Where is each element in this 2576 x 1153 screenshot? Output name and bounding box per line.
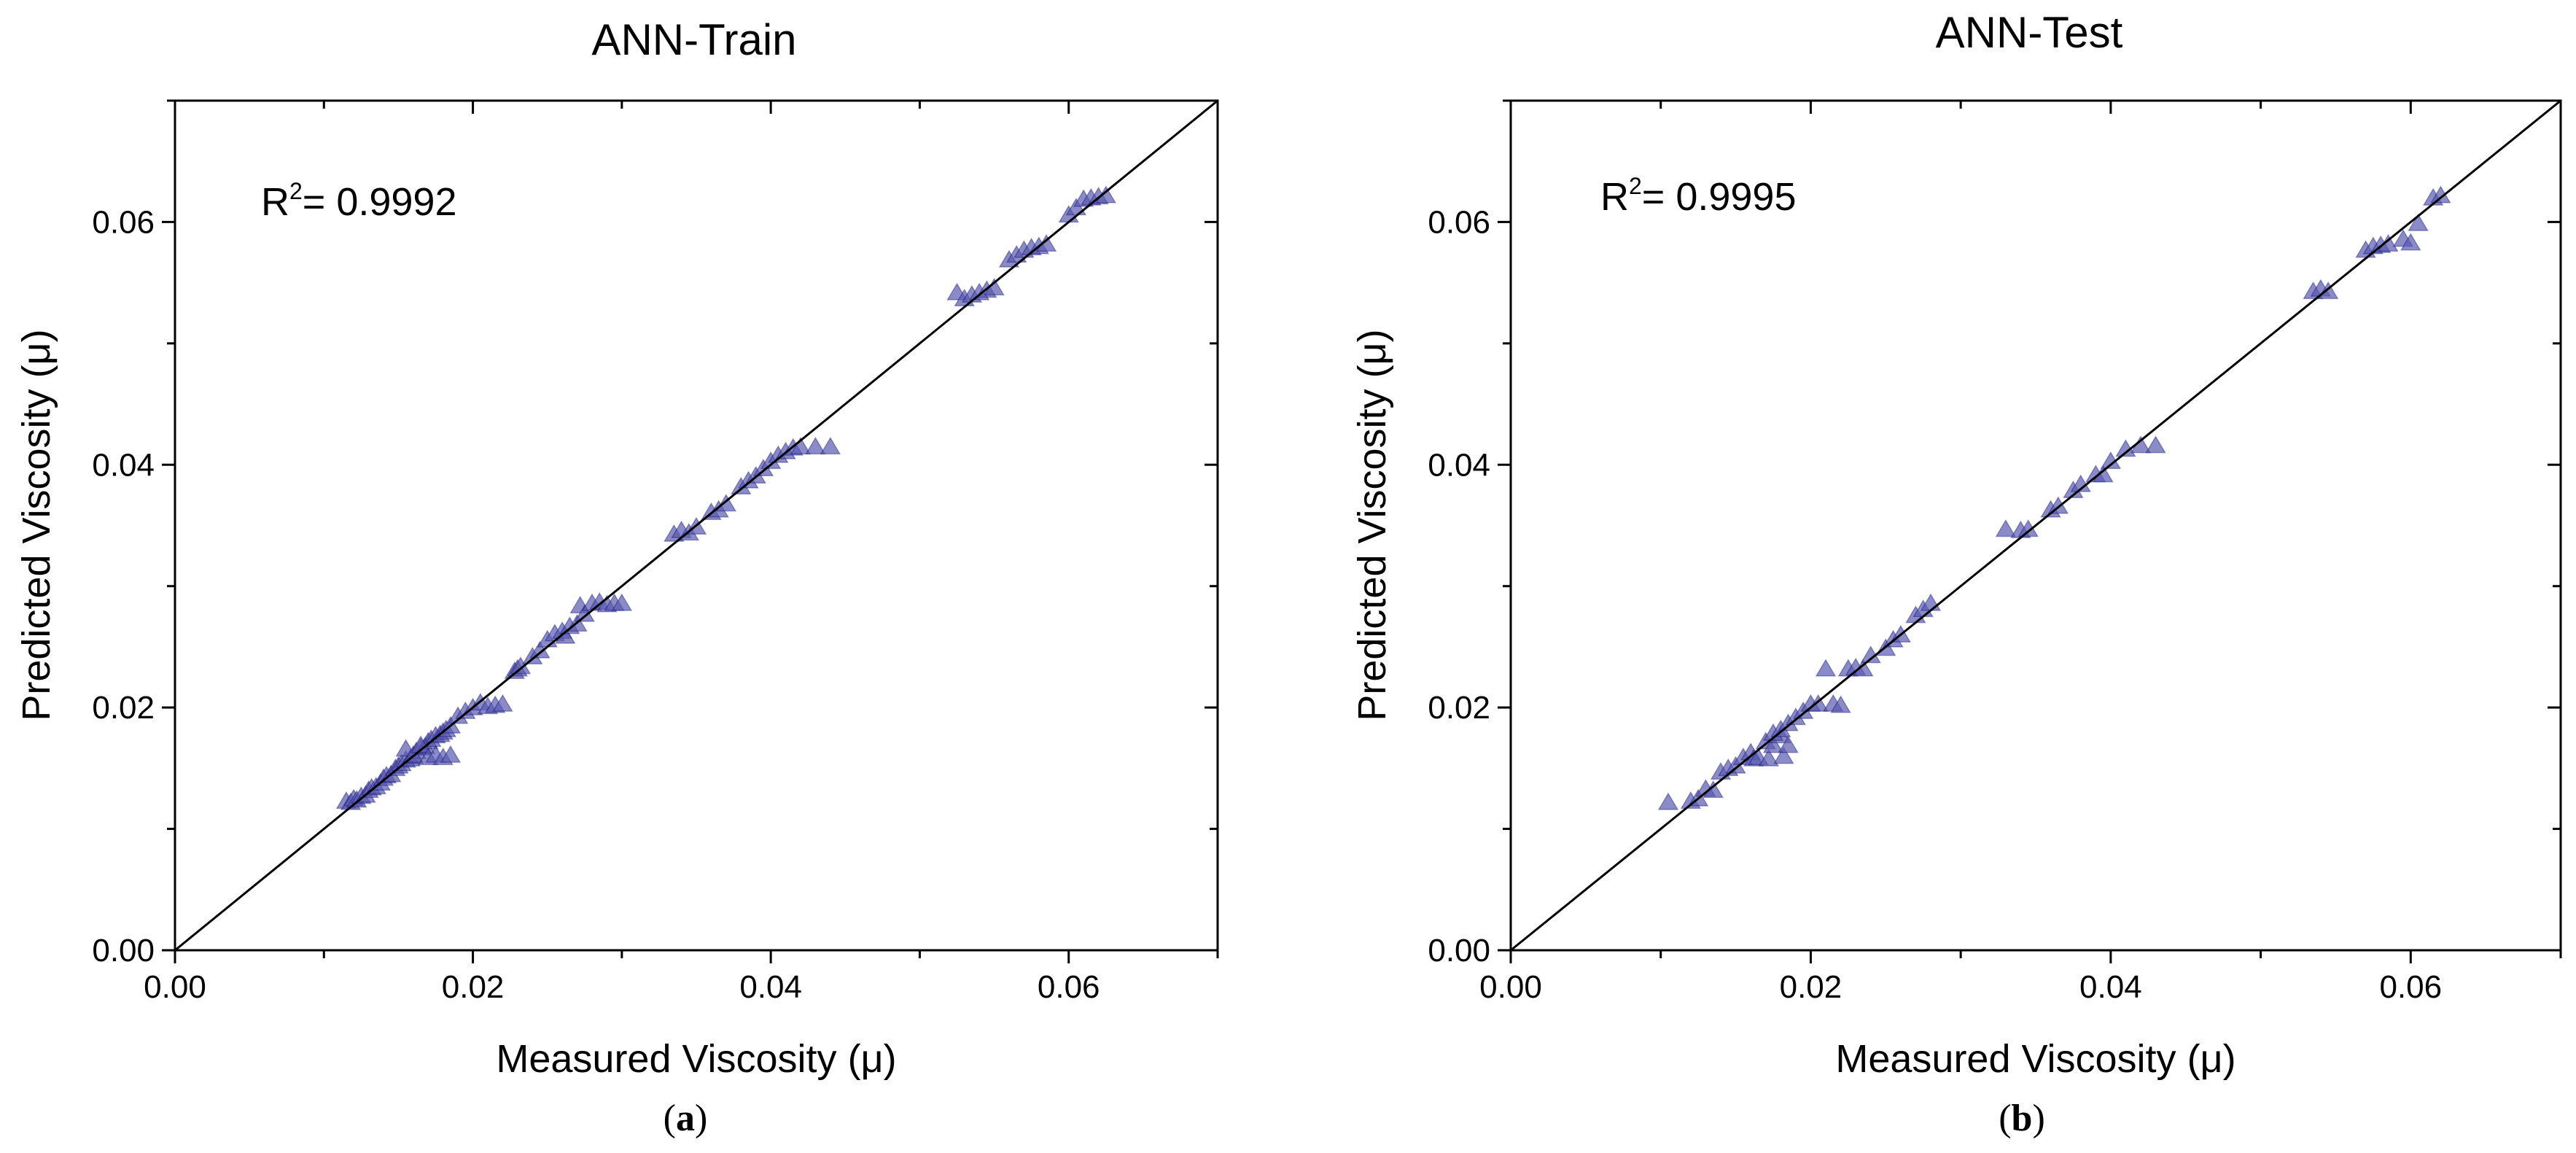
data-point xyxy=(1657,792,1679,810)
r-squared-annotation: R2= 0.9992 xyxy=(261,178,457,224)
caption-letter: a xyxy=(676,1098,695,1139)
caption-letter: b xyxy=(2012,1098,2033,1139)
panel-caption: (a) xyxy=(664,1098,708,1139)
caption-open: ( xyxy=(1999,1098,2011,1139)
data-point xyxy=(492,694,513,712)
axis-ticks xyxy=(1498,99,2562,963)
data-point xyxy=(2145,435,2166,454)
chart-title: ANN-Train xyxy=(591,15,796,64)
data-point xyxy=(402,745,424,763)
y-tick-label-1: 0.02 xyxy=(1428,690,1490,726)
r-squared-superscript: 2 xyxy=(289,178,303,204)
y-tick-label-2: 0.04 xyxy=(1428,447,1490,483)
data-point xyxy=(2317,281,2339,300)
data-point xyxy=(410,735,432,753)
data-point xyxy=(715,494,737,512)
data-point xyxy=(820,436,841,455)
caption-open: ( xyxy=(664,1098,676,1139)
chart-title: ANN-Test xyxy=(1936,8,2123,57)
axis-ticks xyxy=(162,99,1219,963)
x-tick-label-1: 0.02 xyxy=(442,969,505,1005)
y-tick-label-1: 0.02 xyxy=(92,690,155,726)
reference-line-y-equals-x xyxy=(1511,101,2561,950)
data-point xyxy=(805,436,826,455)
data-point xyxy=(1995,519,2017,537)
data-point xyxy=(2070,474,2092,492)
x-axis-label: Measured Viscosity (μ) xyxy=(1835,1037,2235,1081)
data-point xyxy=(2047,496,2069,514)
data-point xyxy=(1758,748,1780,766)
data-point xyxy=(1808,694,1829,712)
data-point xyxy=(790,436,812,455)
data-point xyxy=(611,593,633,611)
plot-frame xyxy=(1509,99,2562,952)
y-axis-label: Predicted Viscosity (μ) xyxy=(15,329,58,721)
r-squared-value: = 0.9992 xyxy=(303,180,457,224)
data-point xyxy=(1778,735,1799,753)
reference-line-y-equals-x xyxy=(175,101,1218,950)
data-point xyxy=(1762,735,1784,753)
r-squared-annotation: R2= 0.9995 xyxy=(1600,173,1797,219)
r-squared-superscript: 2 xyxy=(1629,173,1642,199)
y-tick-label-3: 0.06 xyxy=(92,204,155,240)
data-point xyxy=(2408,213,2429,231)
y-tick-label-0: 0.00 xyxy=(92,933,155,968)
r-squared-prefix: R xyxy=(1600,175,1629,219)
y-tick-label-3: 0.06 xyxy=(1428,204,1490,240)
y-tick-label-0: 0.00 xyxy=(1428,933,1490,968)
r-squared-value: = 0.9995 xyxy=(1642,175,1797,219)
y-tick-label-2: 0.04 xyxy=(92,447,155,483)
plot-frame xyxy=(174,99,1219,952)
y-axis-label: Predicted Viscosity (μ) xyxy=(1350,329,1394,721)
data-point xyxy=(440,745,462,763)
panel-caption: (b) xyxy=(1999,1098,2045,1139)
chart-panel-b: ANN-Test 0.00 0.02 0.04 0.06 0.00 0.02 0… xyxy=(1350,8,2562,1139)
data-point xyxy=(1830,695,1851,713)
data-point xyxy=(1815,659,1837,677)
data-point xyxy=(2400,233,2421,251)
x-axis-label: Measured Viscosity (μ) xyxy=(496,1037,896,1081)
caption-close: ) xyxy=(2032,1098,2044,1139)
data-points xyxy=(1657,185,2451,810)
x-tick-label-3: 0.06 xyxy=(1038,969,1100,1005)
chart-panel-a: ANN-Train 0.00 0.02 0.04 0.06 0.00 0.02 … xyxy=(15,15,1219,1139)
data-point xyxy=(1773,746,1794,764)
x-tick-label-0: 0.00 xyxy=(144,969,206,1005)
r-squared-prefix: R xyxy=(261,180,289,224)
x-tick-label-3: 0.06 xyxy=(2379,969,2442,1005)
x-tick-label-0: 0.00 xyxy=(1479,969,1542,1005)
x-tick-label-2: 0.04 xyxy=(739,969,802,1005)
caption-close: ) xyxy=(695,1098,707,1139)
x-tick-label-1: 0.02 xyxy=(1780,969,1842,1005)
x-tick-label-2: 0.04 xyxy=(2079,969,2142,1005)
